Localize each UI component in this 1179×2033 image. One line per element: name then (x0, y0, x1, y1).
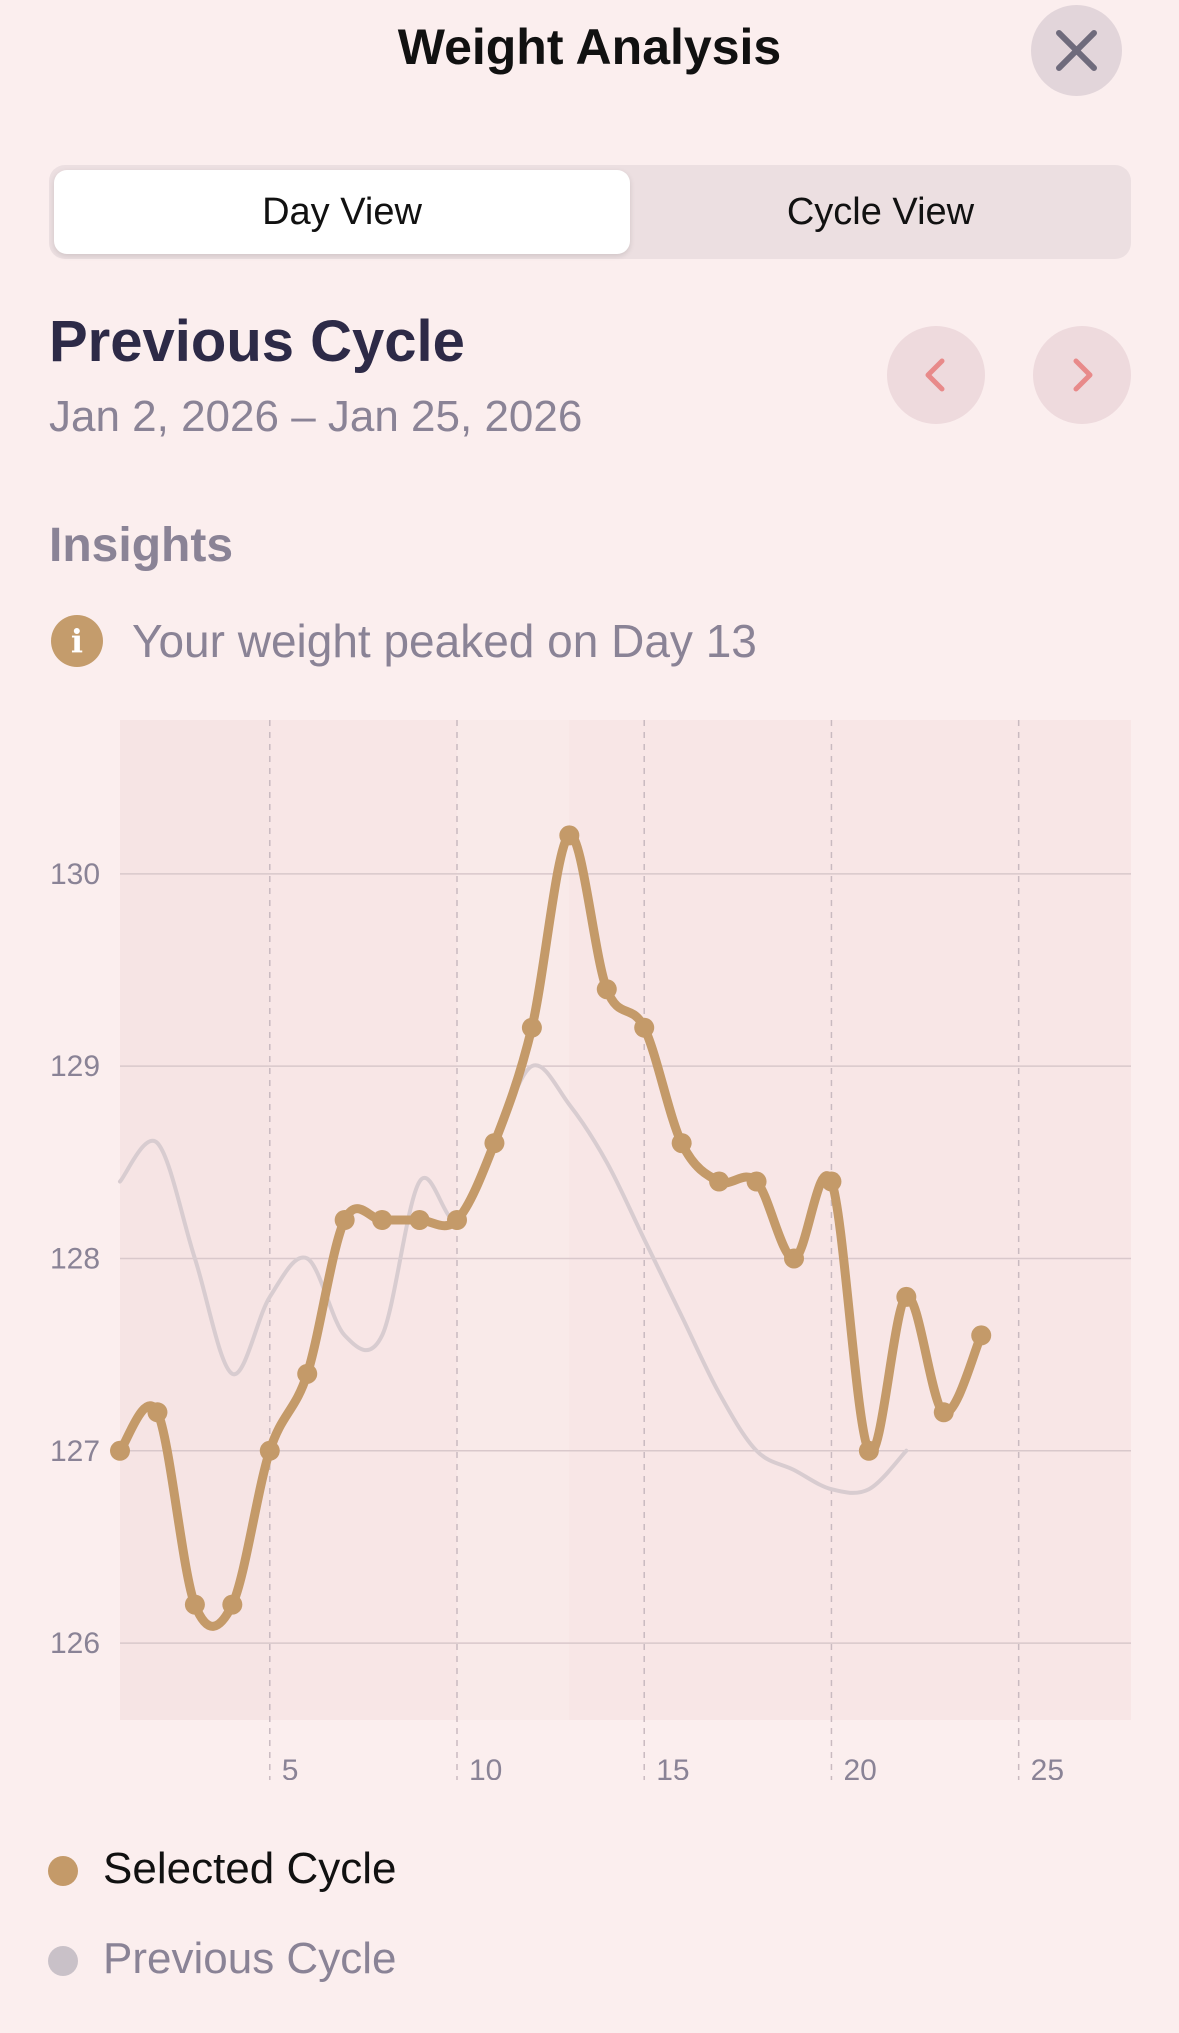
selected-cycle-point (334, 1210, 355, 1230)
view-segmented-control: Day View Cycle View (49, 165, 1131, 259)
legend-selected-label: Selected Cycle (103, 1844, 397, 1893)
selected-cycle-point (634, 1017, 655, 1038)
plot-background (120, 720, 1131, 1720)
selected-cycle-point (971, 1325, 992, 1346)
chevron-left-icon (925, 358, 945, 392)
selected-cycle-point (858, 1440, 879, 1461)
selected-cycle-point (671, 1133, 692, 1154)
x-tick-label: 10 (469, 1754, 502, 1780)
selected-cycle-point (709, 1171, 730, 1192)
selected-cycle-point (559, 825, 580, 846)
selected-cycle-point (784, 1248, 804, 1269)
x-tick-label: 20 (843, 1754, 876, 1780)
legend-selected-dot (48, 1856, 78, 1886)
y-tick-label: 129 (50, 1050, 100, 1083)
chevron-right-icon (1073, 358, 1093, 392)
cycle-date-range: Jan 2, 2026 – Jan 25, 2026 (49, 392, 583, 441)
x-tick-label: 15 (656, 1754, 689, 1780)
selected-cycle-point (896, 1286, 917, 1307)
y-tick-label: 130 (50, 858, 100, 891)
close-icon (1056, 30, 1097, 71)
selected-cycle-point (297, 1363, 318, 1384)
selected-cycle-point (746, 1171, 767, 1192)
close-button[interactable] (1031, 5, 1122, 96)
selected-cycle-point (821, 1171, 842, 1192)
selected-cycle-point (409, 1210, 430, 1230)
selected-cycle-point (259, 1440, 280, 1461)
insight-text: Your weight peaked on Day 13 (132, 615, 757, 667)
selected-cycle-point (447, 1210, 467, 1230)
selected-cycle-point (933, 1402, 954, 1423)
selected-cycle-point (484, 1133, 505, 1154)
page-title: Weight Analysis (397, 19, 782, 75)
selected-cycle-point (372, 1210, 393, 1230)
tab-day-view[interactable]: Day View (54, 170, 630, 254)
x-tick-label: 25 (1031, 1754, 1064, 1780)
selected-cycle-point (596, 979, 617, 1000)
info-icon: i (51, 615, 103, 667)
y-tick-label: 128 (50, 1242, 100, 1275)
weight-chart: 126 127 128 129 130 5 10 15 20 25 (50, 720, 1131, 1780)
selected-cycle-point (222, 1594, 243, 1615)
x-tick-label: 5 (282, 1754, 299, 1780)
selected-cycle-point (521, 1017, 542, 1038)
selected-cycle-point (147, 1402, 168, 1423)
selected-cycle-point (184, 1594, 205, 1615)
tab-cycle-view[interactable]: Cycle View (786, 191, 975, 233)
y-tick-label: 127 (50, 1435, 100, 1468)
cycle-title: Previous Cycle (49, 309, 465, 374)
insights-heading: Insights (49, 519, 234, 572)
next-cycle-button[interactable] (1033, 326, 1131, 424)
previous-cycle-button[interactable] (887, 326, 985, 424)
y-tick-label: 126 (50, 1627, 100, 1660)
legend-previous-dot (48, 1946, 78, 1976)
selected-cycle-point (110, 1440, 130, 1461)
legend-previous-label: Previous Cycle (103, 1934, 397, 1983)
phase-band (457, 720, 570, 1720)
